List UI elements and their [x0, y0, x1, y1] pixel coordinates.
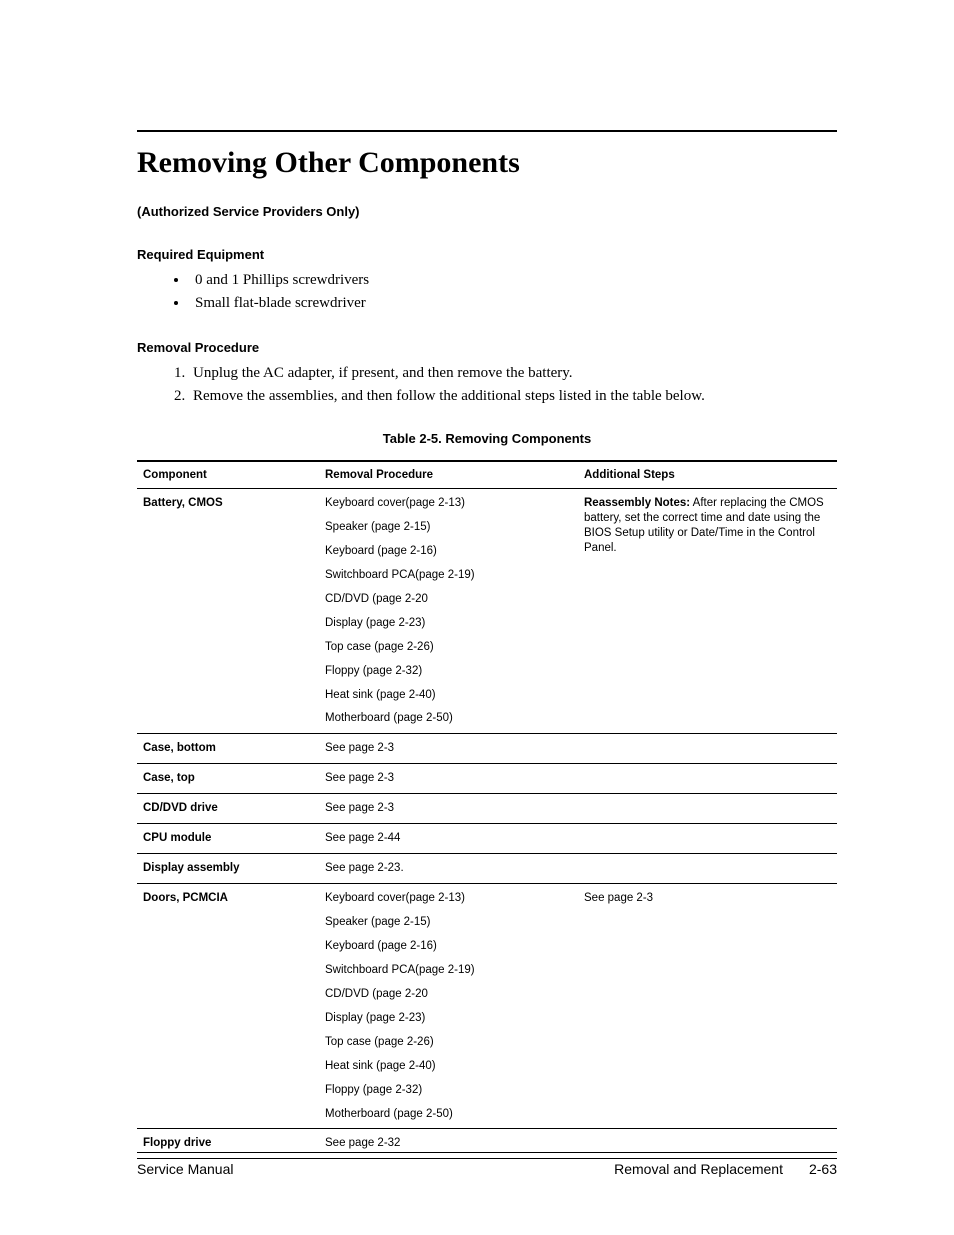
removal-line: Keyboard (page 2-16) [325, 939, 572, 954]
col-removal: Removal Procedure [319, 461, 578, 489]
table-row: Case, bottom See page 2-3 [137, 734, 837, 764]
removal-line: Floppy (page 2-32) [325, 1083, 572, 1098]
removal-cell: See page 2-23. [319, 854, 578, 884]
footer-section: Removal and Replacement [614, 1161, 783, 1177]
removal-line: Speaker (page 2-15) [325, 520, 572, 535]
removal-cell: Keyboard cover(page 2-13) Speaker (page 2… [319, 884, 578, 1129]
equipment-list: 0 and 1 Phillips screwdrivers Small flat… [137, 272, 837, 312]
removal-line: Speaker (page 2-15) [325, 915, 572, 930]
removal-cell: Keyboard cover(page 2-13) Speaker (page 2… [319, 489, 578, 734]
reassembly-label: Reassembly Notes: [584, 497, 690, 509]
removal-line: Top case (page 2-26) [325, 640, 572, 655]
removal-line: See page 2-3 [325, 801, 572, 816]
footer-right: Removal and Replacement 2-63 [614, 1161, 837, 1177]
removal-cell: See page 2-3 [319, 734, 578, 764]
component-cell: Case, top [137, 764, 319, 794]
equipment-heading: Required Equipment [137, 247, 837, 262]
additional-text: See page 2-3 [584, 892, 653, 904]
component-cell: CD/DVD drive [137, 794, 319, 824]
additional-cell [578, 734, 837, 764]
removal-line: Display (page 2-23) [325, 1011, 572, 1026]
page-footer: Service Manual Removal and Replacement 2… [137, 1152, 837, 1177]
removal-line: Top case (page 2-26) [325, 1035, 572, 1050]
equipment-item: Small flat-blade screwdriver [189, 295, 837, 312]
removal-line: Switchboard PCA(page 2-19) [325, 568, 572, 583]
removal-line: Display (page 2-23) [325, 616, 572, 631]
additional-cell: Reassembly Notes: After replacing the CM… [578, 489, 837, 734]
component-cell: CPU module [137, 824, 319, 854]
component-cell: Case, bottom [137, 734, 319, 764]
removal-line: See page 2-32 [325, 1136, 572, 1151]
footer-page: 2-63 [809, 1161, 837, 1177]
table-row: Doors, PCMCIA Keyboard cover(page 2-13) Sp… [137, 884, 837, 1129]
table-row: CD/DVD drive See page 2-3 [137, 794, 837, 824]
removal-line: Keyboard cover(page 2-13) [325, 891, 572, 906]
removal-line: See page 2-3 [325, 771, 572, 786]
removal-line: Heat sink (page 2-40) [325, 688, 572, 703]
removal-line: CD/DVD (page 2-20 [325, 592, 572, 607]
additional-cell [578, 764, 837, 794]
component-cell: Battery, CMOS [137, 489, 319, 734]
subtitle: (Authorized Service Providers Only) [137, 204, 837, 219]
removal-line: Switchboard PCA(page 2-19) [325, 963, 572, 978]
additional-cell [578, 854, 837, 884]
table-row: Display assembly See page 2-23. [137, 854, 837, 884]
removal-line: CD/DVD (page 2-20 [325, 987, 572, 1002]
procedure-step: Remove the assemblies, and then follow t… [189, 388, 837, 405]
procedure-heading: Removal Procedure [137, 340, 837, 355]
procedure-step: Unplug the AC adapter, if present, and t… [189, 365, 837, 382]
removal-cell: See page 2-44 [319, 824, 578, 854]
removal-line: See page 2-23. [325, 861, 572, 876]
top-rule [137, 130, 837, 132]
component-cell: Display assembly [137, 854, 319, 884]
removal-line: Keyboard cover(page 2-13) [325, 496, 572, 511]
col-component: Component [137, 461, 319, 489]
equipment-item: 0 and 1 Phillips screwdrivers [189, 272, 837, 289]
removal-cell: See page 2-3 [319, 794, 578, 824]
table-row: CPU module See page 2-44 [137, 824, 837, 854]
additional-cell [578, 794, 837, 824]
page-title: Removing Other Components [137, 146, 837, 180]
removal-line: Floppy (page 2-32) [325, 664, 572, 679]
removal-line: Motherboard (page 2-50) [325, 711, 572, 726]
table-row: Battery, CMOS Keyboard cover(page 2-13) Sp… [137, 489, 837, 734]
removal-line: Motherboard (page 2-50) [325, 1107, 572, 1122]
removal-line: See page 2-44 [325, 831, 572, 846]
removal-line: Keyboard (page 2-16) [325, 544, 572, 559]
procedure-steps: Unplug the AC adapter, if present, and t… [137, 365, 837, 405]
footer-left: Service Manual [137, 1161, 234, 1177]
page: Removing Other Components (Authorized Se… [0, 0, 954, 1235]
components-table: Component Removal Procedure Additional S… [137, 460, 837, 1159]
col-additional: Additional Steps [578, 461, 837, 489]
removal-line: Heat sink (page 2-40) [325, 1059, 572, 1074]
component-cell: Doors, PCMCIA [137, 884, 319, 1129]
table-header-row: Component Removal Procedure Additional S… [137, 461, 837, 489]
additional-cell [578, 824, 837, 854]
removal-cell: See page 2-3 [319, 764, 578, 794]
table-row: Case, top See page 2-3 [137, 764, 837, 794]
removal-line: See page 2-3 [325, 741, 572, 756]
table-caption: Table 2-5. Removing Components [137, 431, 837, 446]
additional-cell: See page 2-3 [578, 884, 837, 1129]
